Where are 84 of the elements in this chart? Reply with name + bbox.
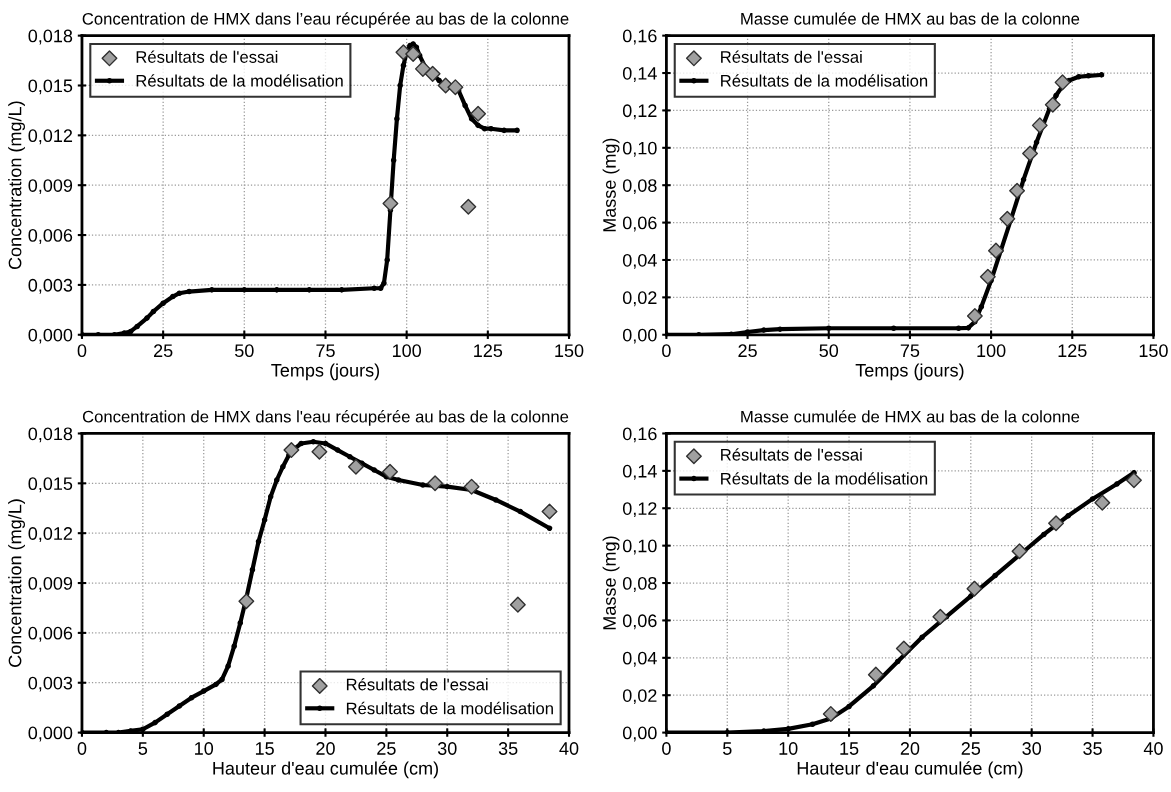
- y-tick-label: 0,14: [622, 464, 657, 480]
- y-tick-label: 0,08: [622, 576, 657, 592]
- y-tick-label: 0,009: [28, 179, 73, 195]
- x-tick-label: 125: [1058, 344, 1087, 358]
- y-tick-label: 0,12: [622, 502, 657, 518]
- x-tick-label: 25: [377, 742, 396, 755]
- y-tick-label: 0,06: [622, 614, 657, 630]
- x-tick-label: 125: [474, 344, 503, 358]
- x-tick-label: 0: [662, 742, 671, 755]
- x-tick-label: 50: [234, 344, 254, 358]
- x-axis-title: Hauteur d'eau cumulée (cm): [213, 761, 438, 779]
- legend-label: Résultats de la modélisation: [721, 74, 928, 87]
- y-tick-label: 0,000: [28, 328, 73, 344]
- y-tick-label: 0,015: [28, 79, 73, 95]
- y-tick-label: 0,003: [28, 676, 73, 692]
- y-tick-label: 0,003: [28, 278, 73, 294]
- x-tick-label: 100: [392, 344, 422, 358]
- legend-label: Résultats de la modélisation: [346, 701, 553, 715]
- legend-label: Résultats de la modélisation: [721, 472, 928, 485]
- y-tick-label: 0,10: [622, 539, 657, 555]
- x-tick-label: 40: [1143, 742, 1163, 755]
- y-tick-label: 0,015: [28, 477, 73, 493]
- legend-label: Résultats de l'essai: [721, 50, 862, 63]
- y-tick-label: 0,012: [28, 527, 73, 543]
- y-tick-label: 0,006: [28, 626, 73, 642]
- x-tick-label: 10: [779, 742, 798, 755]
- chart-title: Concentration de HMX dans l’eau récupérée au bas de la colonne: [82, 12, 569, 28]
- y-tick-label: 0,00: [622, 726, 657, 742]
- x-tick-label: 25: [154, 344, 173, 358]
- chart-title: Masse cumulée de HMX au bas de la colonne: [741, 12, 1080, 25]
- x-tick-label: 20: [900, 742, 920, 755]
- y-tick-label: 0,14: [622, 66, 657, 82]
- y-tick-label: 0,012: [28, 129, 73, 145]
- x-tick-label: 5: [138, 742, 148, 755]
- y-tick-label: 0,04: [622, 651, 657, 667]
- x-axis-title: Temps (jours): [271, 363, 380, 381]
- legend-label: Résultats de la modélisation: [136, 74, 343, 87]
- x-tick-label: 75: [900, 344, 920, 358]
- x-tick-label: 30: [437, 742, 457, 755]
- y-tick-label: 0,02: [622, 689, 657, 705]
- x-tick-label: 150: [555, 344, 584, 358]
- x-tick-label: 15: [255, 742, 274, 755]
- y-tick-label: 0,12: [622, 104, 657, 120]
- x-tick-label: 0: [77, 742, 87, 755]
- x-tick-label: 35: [1083, 742, 1102, 755]
- y-tick-label: 0,10: [622, 141, 657, 157]
- y-axis-title: Masse (mg): [602, 138, 620, 232]
- x-tick-label: 100: [977, 344, 1006, 358]
- x-axis-title: Temps (jours): [855, 363, 964, 381]
- x-tick-label: 150: [1139, 344, 1168, 358]
- x-tick-label: 15: [840, 742, 859, 755]
- chart-title: Concentration de HMX dans l'eau récupérée au bas de la colonne: [82, 410, 569, 426]
- x-tick-label: 5: [722, 742, 732, 755]
- x-tick-label: 35: [498, 742, 518, 755]
- y-tick-label: 0,16: [622, 29, 657, 45]
- x-tick-label: 40: [559, 742, 579, 755]
- chart-title: Masse cumulée de HMX au bas de la colonne: [741, 410, 1080, 423]
- y-axis-title: Concentration (mg/L): [8, 499, 25, 667]
- x-tick-label: 75: [316, 344, 335, 358]
- x-tick-label: 20: [316, 742, 335, 755]
- y-tick-label: 0,009: [28, 576, 73, 592]
- y-tick-label: 0,16: [622, 427, 657, 443]
- y-tick-label: 0,00: [622, 328, 657, 344]
- x-tick-label: 50: [819, 344, 839, 358]
- y-tick-label: 0,08: [622, 179, 657, 195]
- x-tick-label: 0: [77, 344, 87, 358]
- y-tick-label: 0,018: [28, 29, 73, 45]
- x-axis-title: Hauteur d'eau cumulée (cm): [797, 761, 1023, 779]
- y-tick-label: 0,018: [28, 427, 73, 443]
- x-tick-label: 30: [1022, 742, 1042, 755]
- x-tick-label: 0: [662, 344, 671, 358]
- y-tick-label: 0,02: [622, 291, 657, 307]
- y-tick-label: 0,006: [28, 228, 73, 244]
- y-tick-label: 0,06: [622, 216, 657, 232]
- x-tick-label: 25: [961, 742, 981, 755]
- legend-label: Résultats de l'essai: [346, 678, 488, 691]
- legend-label: Résultats de l'essai: [136, 50, 278, 63]
- y-axis-title: Concentration (mg/L): [8, 101, 25, 270]
- x-tick-label: 25: [738, 344, 757, 358]
- legend-label: Résultats de l'essai: [721, 448, 862, 461]
- y-axis-title: Masse (mg): [602, 536, 620, 630]
- y-tick-label: 0,04: [622, 253, 657, 269]
- x-tick-label: 10: [195, 742, 214, 755]
- y-tick-label: 0,000: [28, 726, 73, 742]
